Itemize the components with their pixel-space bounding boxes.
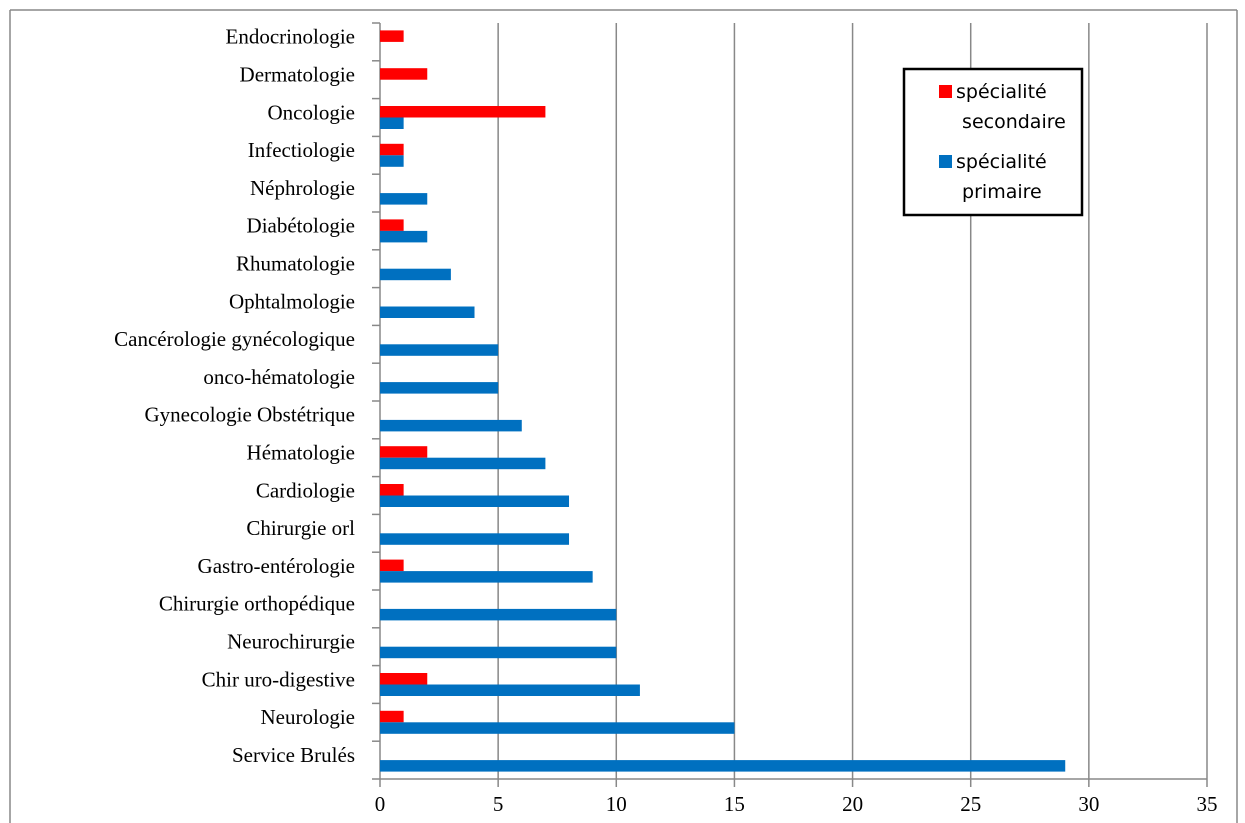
y-tick-label: Gastro-entérologie — [198, 554, 355, 578]
bar — [380, 684, 640, 696]
y-tick-label: Neurochirurgie — [227, 630, 355, 654]
bar — [380, 68, 428, 80]
bar — [380, 673, 428, 685]
bar — [380, 382, 499, 394]
bar — [380, 446, 428, 458]
y-tick-label: Chirurgie orl — [246, 516, 355, 540]
bar — [380, 230, 428, 243]
y-tick-label: Ophtalmologie — [229, 289, 355, 313]
bar — [380, 219, 404, 231]
y-tick-label: Néphrologie — [250, 176, 355, 200]
y-tick-label: Chirurgie orthopédique — [159, 592, 355, 616]
x-tick-label: 20 — [842, 792, 863, 816]
legend-swatch — [939, 85, 952, 98]
bar — [380, 193, 428, 205]
bar — [380, 571, 593, 583]
y-tick-label: Oncologie — [268, 100, 355, 124]
y-tick-label: Dermatologie — [240, 63, 355, 87]
bar — [380, 143, 404, 156]
y-tick-label: Cardiologie — [256, 478, 355, 502]
y-tick-label: Cancérologie gynécologique — [114, 327, 355, 351]
y-tick-label: Infectiologie — [248, 138, 355, 162]
bar — [380, 268, 451, 281]
x-tick-label: 35 — [1197, 792, 1218, 816]
bar — [380, 484, 404, 496]
bar — [380, 106, 546, 118]
bar — [380, 646, 617, 659]
x-tick-label: 0 — [375, 792, 386, 816]
bar — [380, 533, 570, 545]
bar — [380, 155, 404, 167]
bar — [380, 117, 404, 129]
y-tick-label: Diabétologie — [247, 214, 355, 238]
y-tick-label: Gynecologie Obstétrique — [144, 403, 355, 427]
y-tick-label: onco-hématologie — [203, 365, 355, 389]
bar — [380, 760, 1066, 772]
bar — [380, 722, 735, 734]
bar — [380, 306, 475, 318]
bar — [380, 710, 404, 723]
x-tick-label: 5 — [493, 792, 504, 816]
legend-label: spécialité secondaire — [956, 81, 1066, 133]
y-tick-label: Hématologie — [247, 441, 355, 465]
legend-swatch — [939, 155, 952, 168]
y-tick-label: Neurologie — [261, 705, 355, 729]
y-tick-label: Service Brulés — [232, 743, 355, 767]
x-tick-label: 10 — [606, 792, 627, 816]
bar — [380, 608, 617, 621]
legend-box — [902, 67, 1084, 217]
x-tick-label: 15 — [724, 792, 745, 816]
y-tick-label: Chir uro-digestive — [202, 667, 355, 691]
bar — [380, 559, 404, 572]
y-tick-label: Endocrinologie — [226, 25, 355, 49]
bar — [380, 344, 499, 356]
bar — [380, 495, 570, 507]
x-tick-label: 30 — [1078, 792, 1099, 816]
x-tick-label: 25 — [960, 792, 981, 816]
bar — [380, 457, 546, 470]
y-tick-label: Rhumatologie — [236, 252, 355, 276]
legend-label: spécialité primaire — [956, 151, 1047, 203]
bar — [380, 419, 522, 432]
bar — [380, 30, 404, 42]
